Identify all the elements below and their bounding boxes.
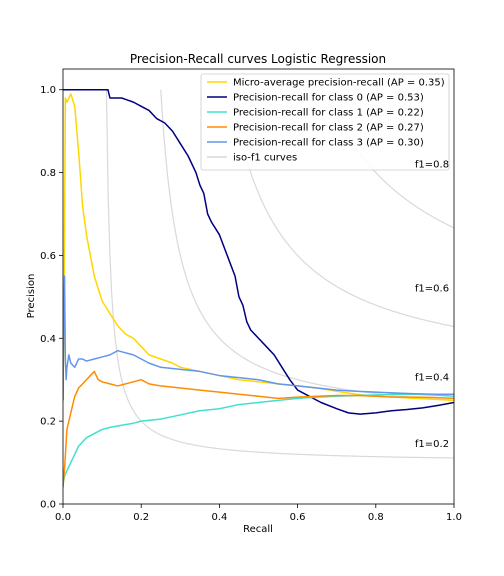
legend-label: Precision-recall for class 2 (AP = 0.27) — [233, 123, 424, 134]
iso-f1-label: f1=0.4 — [415, 372, 449, 383]
legend-label: Precision-recall for class 1 (AP = 0.22) — [233, 108, 424, 119]
series-line-2 — [63, 393, 454, 484]
x-axis-label: Recall — [243, 524, 273, 535]
y-tick-label: 0.0 — [40, 500, 56, 511]
y-axis-label: Precision — [26, 274, 37, 319]
legend-label: Precision-recall for class 0 (AP = 0.53) — [233, 93, 424, 104]
x-tick-label: 0.8 — [368, 512, 384, 523]
series-line-0 — [63, 93, 454, 402]
iso-f1-curve — [105, 89, 454, 459]
x-tick-label: 0.2 — [133, 512, 149, 523]
x-tick-label: 0.0 — [55, 512, 71, 523]
legend: Micro-average precision-recall (AP = 0.3… — [200, 73, 450, 171]
y-tick-label: 0.4 — [40, 334, 56, 345]
plot-frame — [62, 68, 455, 505]
iso-f1-curve — [229, 89, 454, 328]
iso-f1-label: f1=0.6 — [415, 284, 449, 295]
x-tick-label: 1.0 — [446, 512, 462, 523]
legend-label: Micro-average precision-recall (AP = 0.3… — [233, 78, 445, 89]
y-tick-label: 1.0 — [40, 85, 56, 96]
x-tick-label: 0.4 — [211, 512, 227, 523]
y-tick-label: 0.8 — [40, 168, 56, 179]
series-lines — [63, 88, 454, 488]
iso-f1-label: f1=0.2 — [415, 439, 449, 450]
legend-label: iso-f1 curves — [233, 153, 297, 164]
y-axis-ticks: 0.0 0.2 0.4 0.6 0.8 1.0 — [40, 85, 63, 511]
x-axis-ticks: 0.0 0.2 0.4 0.6 0.8 1.0 — [55, 504, 462, 523]
x-tick-label: 0.6 — [290, 512, 306, 523]
series-line-4 — [63, 275, 454, 401]
y-tick-label: 0.6 — [40, 251, 56, 262]
iso-f1-label: f1=0.8 — [415, 159, 449, 170]
chart-title: Precision-Recall curves Logistic Regress… — [130, 52, 386, 66]
series-line-3 — [63, 370, 454, 488]
legend-label: Precision-recall for class 3 (AP = 0.30) — [233, 138, 424, 149]
series-line-1 — [63, 88, 454, 415]
y-tick-label: 0.2 — [40, 417, 56, 428]
legend-box — [200, 73, 450, 171]
